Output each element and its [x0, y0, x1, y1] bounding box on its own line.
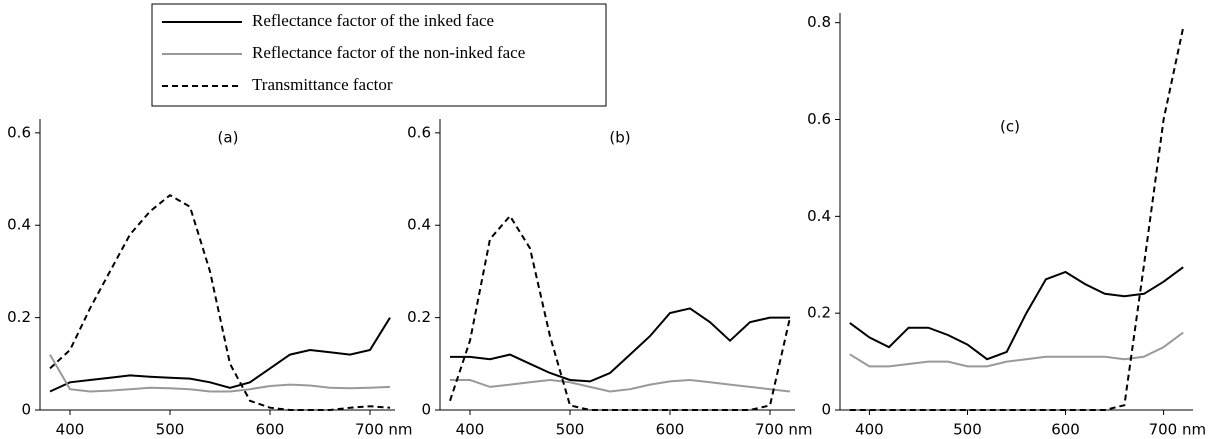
- x-tick-label: 400: [855, 421, 884, 439]
- y-tick-label: 0.6: [807, 110, 831, 128]
- panel-title: (a): [218, 129, 239, 147]
- y-tick-label: 0.6: [7, 123, 31, 141]
- y-tick-label: 0.8: [807, 13, 831, 31]
- y-tick-label: 0.2: [807, 304, 831, 322]
- x-tick-label: 600: [1051, 421, 1080, 439]
- legend-label: Reflectance factor of the inked face: [252, 11, 494, 30]
- panel-title: (b): [609, 129, 630, 147]
- x-tick-label: 700 nm: [1149, 421, 1207, 439]
- x-tick-label: 700 nm: [355, 421, 413, 439]
- x-tick-label: 600: [256, 421, 285, 439]
- series-line: [49, 193, 391, 411]
- y-tick-label: 0: [21, 401, 31, 419]
- series-line: [849, 27, 1185, 411]
- y-tick-label: 0.4: [7, 216, 31, 234]
- x-tick-label: 500: [953, 421, 982, 439]
- panel-title: (c): [1000, 118, 1020, 136]
- y-tick-label: 0.2: [407, 308, 431, 326]
- series-line: [450, 307, 790, 383]
- series-line: [450, 378, 791, 393]
- y-tick-label: 0: [821, 401, 831, 419]
- legend-label: Transmittance factor: [252, 75, 393, 94]
- series-line: [849, 266, 1184, 361]
- x-tick-label: 400: [56, 421, 85, 439]
- x-tick-label: 500: [556, 421, 585, 439]
- x-tick-label: 500: [156, 421, 185, 439]
- y-tick-label: 0.2: [7, 308, 31, 326]
- legend-label: Reflectance factor of the non-inked face: [252, 43, 525, 62]
- y-tick-label: 0.4: [407, 216, 431, 234]
- y-tick-label: 0.4: [807, 207, 831, 225]
- series-line: [449, 214, 791, 411]
- series-line: [49, 354, 391, 393]
- y-tick-label: 0.6: [407, 123, 431, 141]
- series-line: [849, 331, 1184, 368]
- x-tick-label: 600: [656, 421, 685, 439]
- y-tick-label: 0: [421, 401, 431, 419]
- x-tick-label: 700 nm: [755, 421, 813, 439]
- series-line: [49, 317, 391, 393]
- x-tick-label: 400: [456, 421, 485, 439]
